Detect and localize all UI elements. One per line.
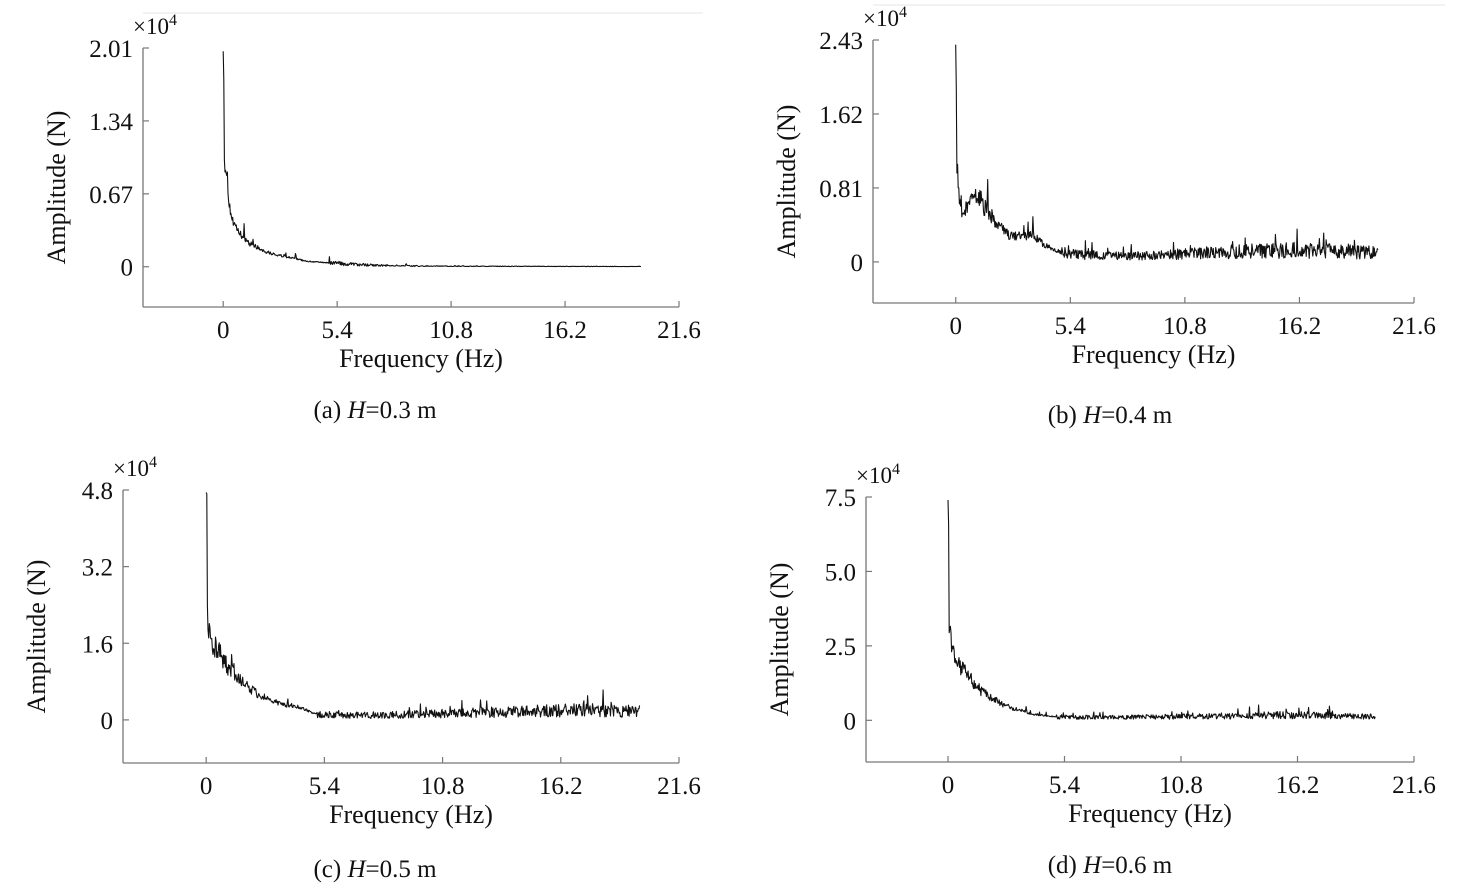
x-tick-label: 5.4 <box>322 317 354 344</box>
x-tick-label: 0 <box>949 313 962 340</box>
y-scale-exponent: 4 <box>169 12 177 29</box>
caption-prefix: (a) <box>313 397 347 424</box>
y-scale-multiplier: ×104 <box>133 12 177 39</box>
y-axis-title: Amplitude (N) <box>22 560 51 714</box>
y-tick-label: 0 <box>844 708 857 735</box>
x-tick-label: 16.2 <box>1278 313 1322 340</box>
x-tick-label: 0 <box>200 773 213 800</box>
y-axis-title: Amplitude (N) <box>765 563 794 717</box>
x-tick-label: 10.8 <box>1159 772 1203 799</box>
caption-prefix: (b) <box>1048 402 1083 429</box>
x-tick-label: 0 <box>217 317 230 344</box>
caption-variable: H <box>1082 402 1103 429</box>
series-line <box>205 492 641 719</box>
chart-panel-b: 0 0.81 1.62 2.43 0 5.4 10.8 16.2 21.6 Frequency (… <box>772 4 1445 429</box>
x-tick-label: 16.2 <box>1276 772 1320 799</box>
caption-variable: H <box>1082 852 1103 879</box>
panel-caption: (a) H=0.3 m <box>313 397 437 424</box>
caption-prefix: (c) <box>313 856 347 883</box>
y-tick-label: 0 <box>121 255 134 282</box>
y-scale-exponent: 4 <box>149 454 157 471</box>
y-tick-label: 5.0 <box>825 559 856 586</box>
y-axis-title: Amplitude (N) <box>42 111 71 265</box>
panel-caption: (c) H=0.5 m <box>313 856 437 883</box>
caption-prefix: (d) <box>1048 852 1083 879</box>
series-line <box>222 51 641 268</box>
chart-panel-d: 0 2.5 5.0 7.5 0 5.4 10.8 16.2 21.6 Frequency (Hz)… <box>765 461 1436 879</box>
x-axis-title: Frequency (Hz) <box>1068 799 1232 828</box>
y-tick-label: 2.43 <box>819 28 863 55</box>
y-tick-label: 0 <box>101 708 114 735</box>
x-axis-title: Frequency (Hz) <box>329 800 493 829</box>
caption-variable: H <box>346 397 367 424</box>
y-scale-multiplier: ×104 <box>113 454 157 481</box>
y-tick-label: 0.81 <box>819 176 863 203</box>
x-tick-label: 10.8 <box>421 773 465 800</box>
y-tick-label: 1.6 <box>82 631 113 658</box>
series-line <box>947 499 1376 720</box>
x-tick-label: 5.4 <box>1049 772 1081 799</box>
chart-panel-c: 0 1.6 3.2 4.8 0 5.4 10.8 16.2 21.6 Frequency (Hz)… <box>22 454 701 883</box>
y-tick-label: 1.34 <box>89 109 133 136</box>
x-tick-label: 5.4 <box>1055 313 1087 340</box>
caption-suffix: =0.5 m <box>366 856 438 883</box>
chart-panel-a: 0 0.67 1.34 2.01 0 5.4 10.8 16.2 21.6 Frequency (… <box>42 12 703 424</box>
y-tick-label: 4.8 <box>82 478 113 505</box>
y-tick-label: 2.5 <box>825 634 856 661</box>
caption-suffix: =0.6 m <box>1101 852 1173 879</box>
y-tick-label: 1.62 <box>819 102 863 129</box>
x-tick-label: 21.6 <box>657 317 701 344</box>
caption-suffix: =0.3 m <box>366 397 438 424</box>
x-tick-label: 5.4 <box>309 773 341 800</box>
y-scale-exponent: 4 <box>892 461 900 478</box>
y-axis-title: Amplitude (N) <box>772 105 801 259</box>
x-axis-title: Frequency (Hz) <box>1072 340 1236 369</box>
x-tick-label: 16.2 <box>539 773 583 800</box>
x-tick-label: 0 <box>942 772 955 799</box>
y-tick-label: 7.5 <box>825 485 856 512</box>
caption-suffix: =0.4 m <box>1101 402 1173 429</box>
x-tick-label: 21.6 <box>657 773 701 800</box>
x-tick-label: 10.8 <box>429 317 473 344</box>
y-scale-multiplier: ×104 <box>856 461 900 488</box>
panel-caption: (b) H=0.4 m <box>1048 402 1173 429</box>
y-scale-exponent: 4 <box>899 4 907 21</box>
caption-variable: H <box>346 856 367 883</box>
x-tick-label: 21.6 <box>1392 313 1436 340</box>
x-tick-label: 10.8 <box>1163 313 1207 340</box>
series-line <box>955 44 1379 261</box>
panel-caption: (d) H=0.6 m <box>1048 852 1173 879</box>
y-tick-label: 3.2 <box>82 555 113 582</box>
y-tick-label: 0 <box>851 250 864 277</box>
y-tick-label: 2.01 <box>89 36 133 63</box>
y-scale-multiplier: ×104 <box>863 4 907 31</box>
y-tick-label: 0.67 <box>89 182 133 209</box>
x-tick-label: 21.6 <box>1392 772 1436 799</box>
x-tick-label: 16.2 <box>543 317 587 344</box>
x-axis-title: Frequency (Hz) <box>339 344 503 373</box>
